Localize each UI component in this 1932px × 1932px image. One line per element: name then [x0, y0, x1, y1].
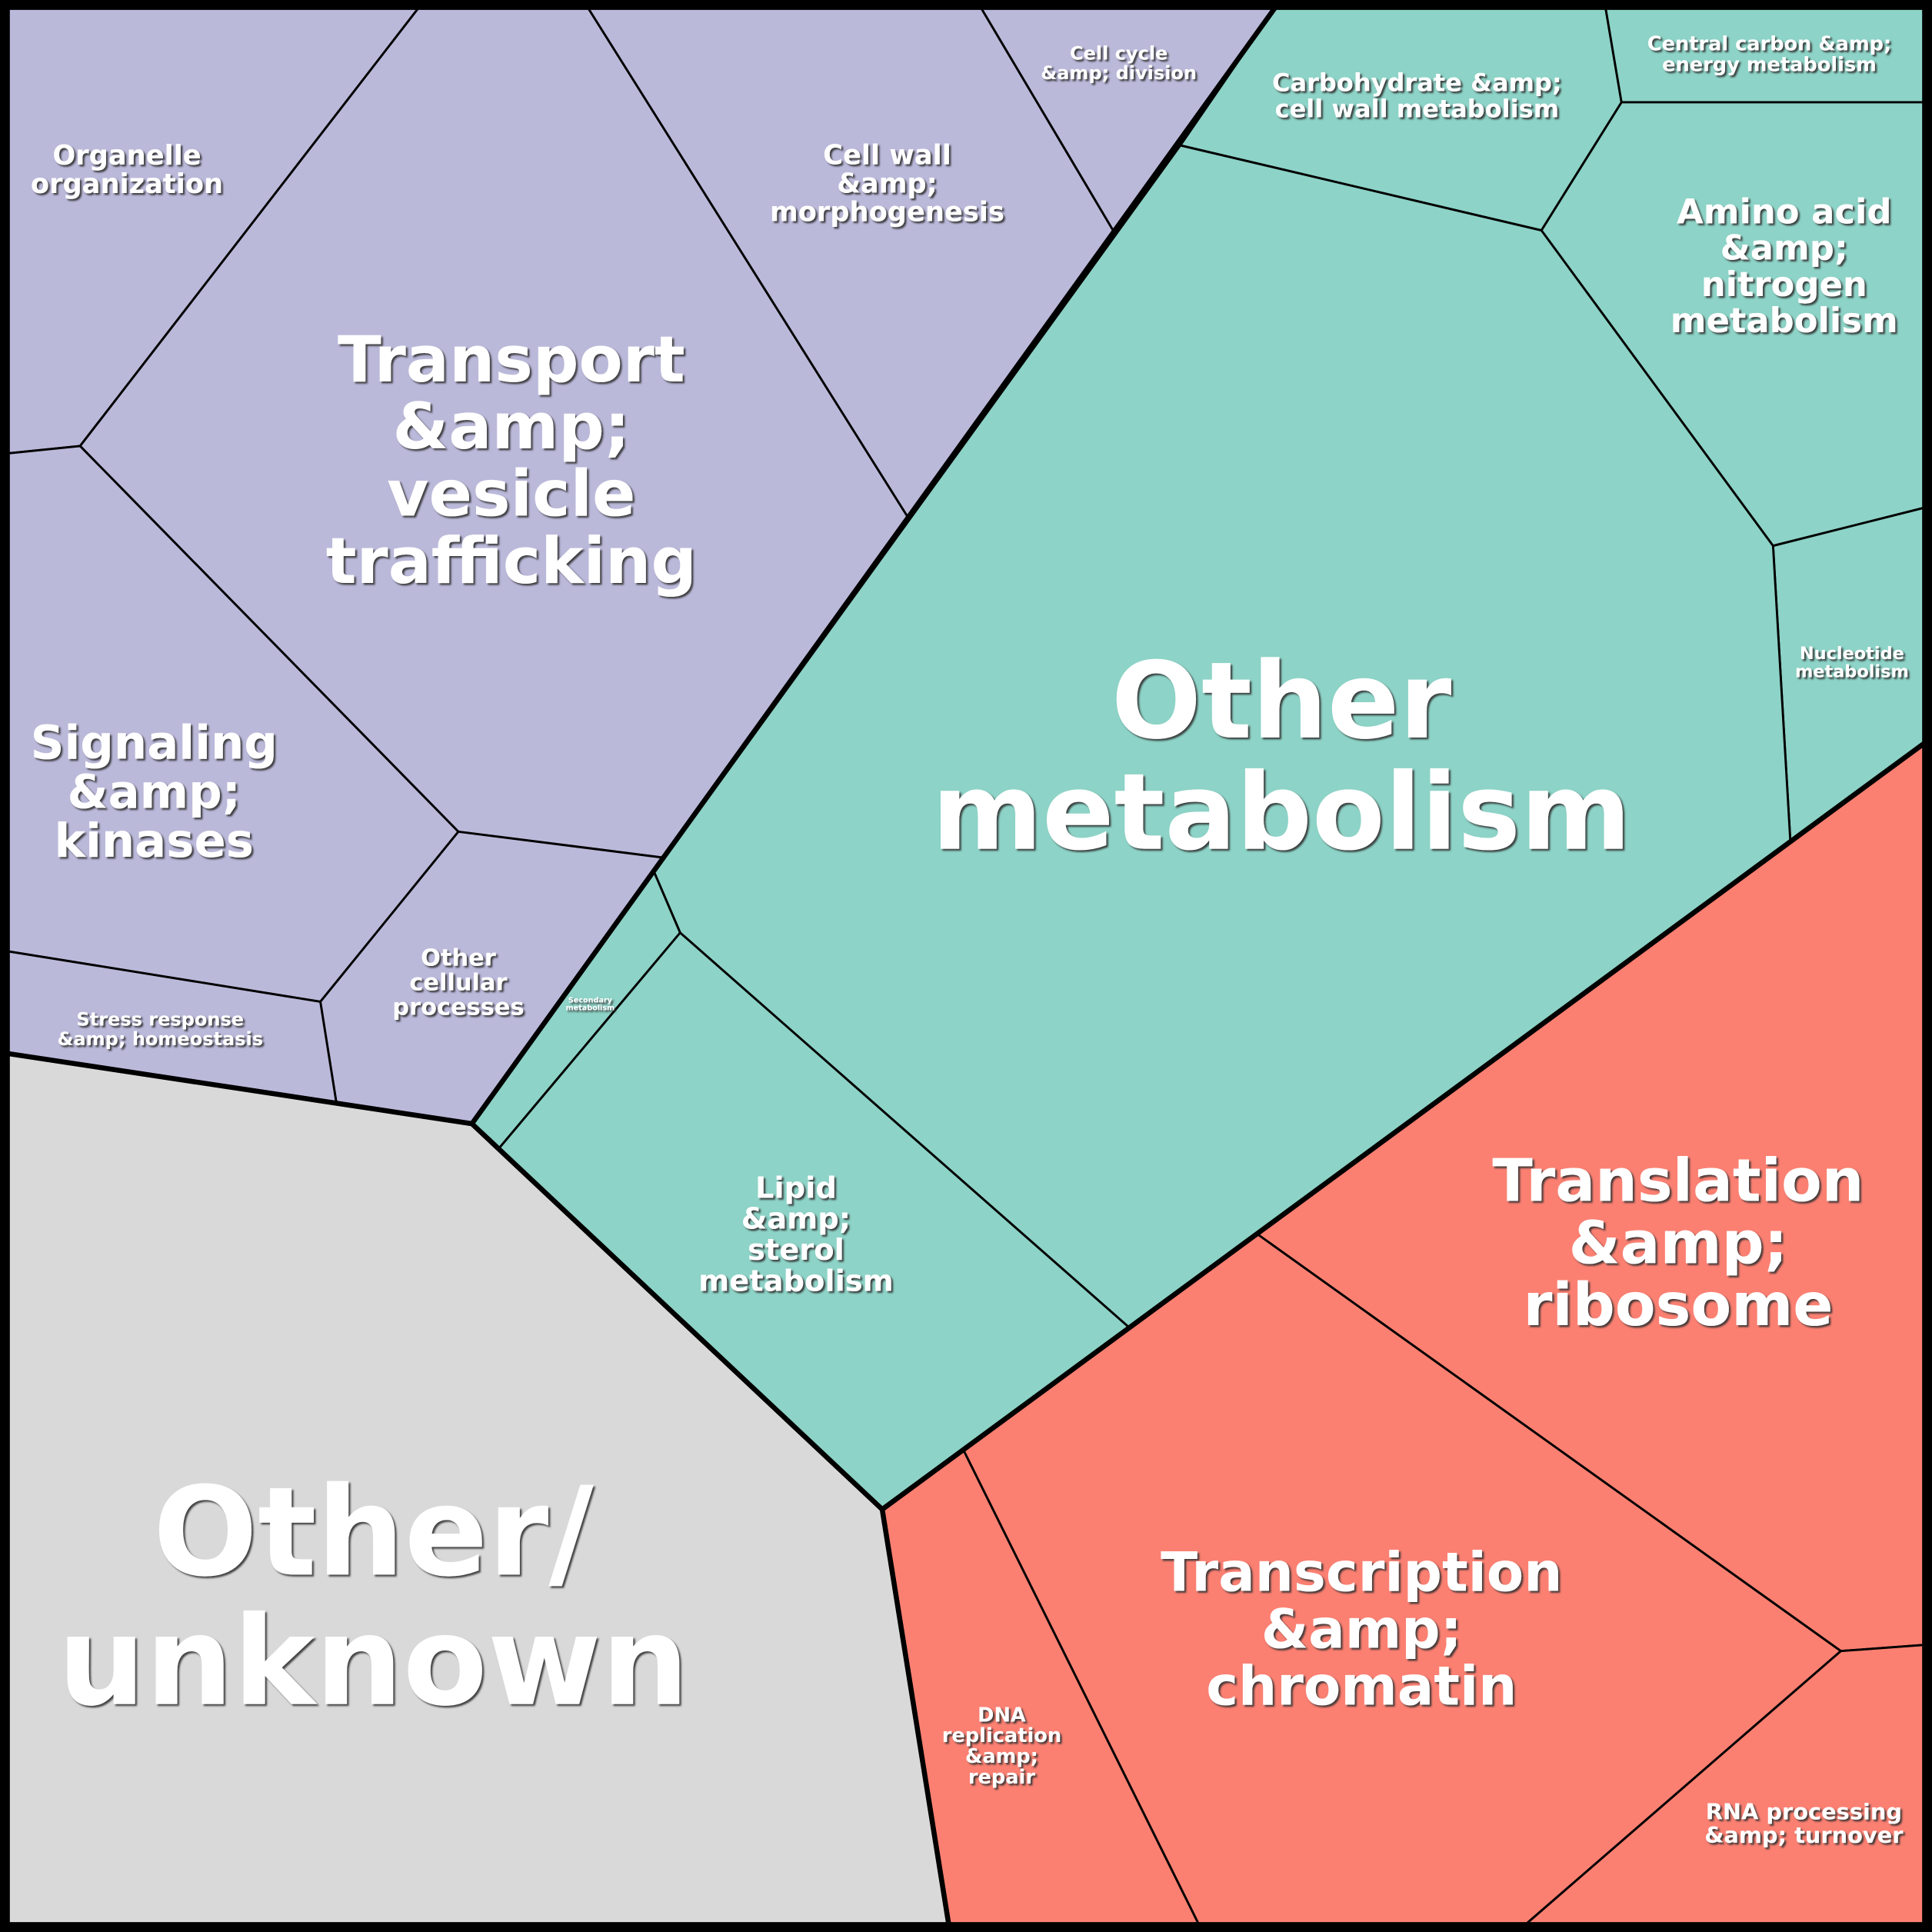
label-line: Central carbon &amp;: [1647, 33, 1891, 56]
label-line: &amp; turnover: [1704, 1822, 1904, 1848]
label-line: Cell cycle: [1070, 43, 1168, 65]
label-line: RNA processing: [1706, 1798, 1902, 1824]
cell-label: Other cellular processes: [392, 944, 524, 1021]
cell-label: Transport &amp; vesicle trafficking: [326, 322, 697, 598]
cell-label: Central carbon &amp; energy metabolism: [1647, 33, 1891, 77]
cell-label: Amino acid &amp; nitrogen metabolism: [1671, 192, 1898, 341]
label-line: metabolism: [1795, 661, 1909, 681]
label-line: kinases: [55, 814, 254, 868]
label-line: cell wall metabolism: [1275, 94, 1560, 123]
label-line: replication: [942, 1724, 1061, 1747]
label-line: unknown: [58, 1590, 689, 1734]
label-line: &amp; division: [1041, 62, 1197, 84]
label-line: &amp;: [1720, 228, 1848, 268]
label-line: metabolism: [566, 1004, 615, 1013]
label-line: Other: [1111, 640, 1451, 763]
cell-label: Cell wall &amp; morphogenesis: [770, 139, 1004, 228]
label-line: repair: [968, 1766, 1035, 1789]
label-line: metabolism: [1671, 300, 1898, 341]
label-line: &amp;: [965, 1745, 1038, 1768]
label-line: vesicle: [387, 457, 635, 531]
cell-label: Lipid &amp; sterol metabolism: [698, 1171, 894, 1298]
label-line: Other/: [153, 1460, 594, 1604]
label-line: &amp;: [68, 764, 241, 819]
label-line: &amp;: [1261, 1597, 1462, 1661]
label-line: Translation: [1492, 1148, 1864, 1216]
label-line: morphogenesis: [770, 196, 1004, 228]
label-line: processes: [392, 994, 524, 1021]
label-line: Transport: [338, 322, 685, 397]
cell-label: Stress response &amp; homeostasis: [57, 1009, 263, 1050]
label-line: Lipid: [755, 1171, 837, 1205]
label-line: &amp;: [741, 1201, 851, 1236]
label-line: Organelle: [52, 140, 201, 172]
label-line: &amp; homeostasis: [57, 1028, 263, 1050]
label-line: Carbohydrate &amp;: [1272, 68, 1562, 98]
cell-label: RNA processing &amp; turnover: [1704, 1798, 1904, 1847]
label-line: energy metabolism: [1662, 54, 1877, 77]
label-line: organization: [31, 168, 223, 200]
label-line: DNA: [978, 1704, 1026, 1727]
cell-label: Transcription &amp; chromatin: [1161, 1541, 1562, 1717]
cell-label: Other/unknown: [58, 1460, 689, 1733]
label-line: cellular: [409, 969, 507, 996]
label-line: ribosome: [1524, 1271, 1834, 1340]
label-line: sterol: [748, 1233, 844, 1267]
label-line: &amp;: [1569, 1209, 1788, 1277]
label-line: Signaling: [31, 715, 278, 770]
label-line: Amino acid: [1677, 192, 1891, 232]
label-line: Transcription: [1161, 1541, 1562, 1604]
label-line: Stress response: [76, 1009, 244, 1031]
cell-label: Signaling &amp; kinases: [31, 715, 278, 868]
label-line: nitrogen: [1701, 264, 1867, 305]
label-line: Other: [421, 944, 496, 971]
label-line: &amp;: [393, 389, 631, 464]
cell-label: Other metabolism: [932, 640, 1631, 874]
cell-label: DNA replication &amp; repair: [942, 1704, 1061, 1789]
label-line: metabolism: [698, 1264, 894, 1298]
label-line: metabolism: [932, 751, 1631, 874]
cell-label: Carbohydrate &amp; cell wall metabolism: [1272, 68, 1562, 124]
cell-label: Secondary metabolism: [566, 997, 615, 1013]
cell-label: Nucleotide metabolism: [1795, 644, 1909, 682]
label-line: Nucleotide: [1800, 644, 1904, 664]
label-line: trafficking: [326, 524, 697, 598]
cell-label: Organelle organization: [31, 140, 223, 200]
label-line: Secondary: [568, 997, 613, 1005]
label-line: chromatin: [1206, 1654, 1517, 1717]
label-line: Cell wall: [823, 139, 951, 171]
label-line: &amp;: [837, 168, 938, 199]
cell-label: Cell cycle &amp; division: [1041, 43, 1197, 84]
cell-label: Translation &amp; ribosome: [1492, 1148, 1864, 1340]
